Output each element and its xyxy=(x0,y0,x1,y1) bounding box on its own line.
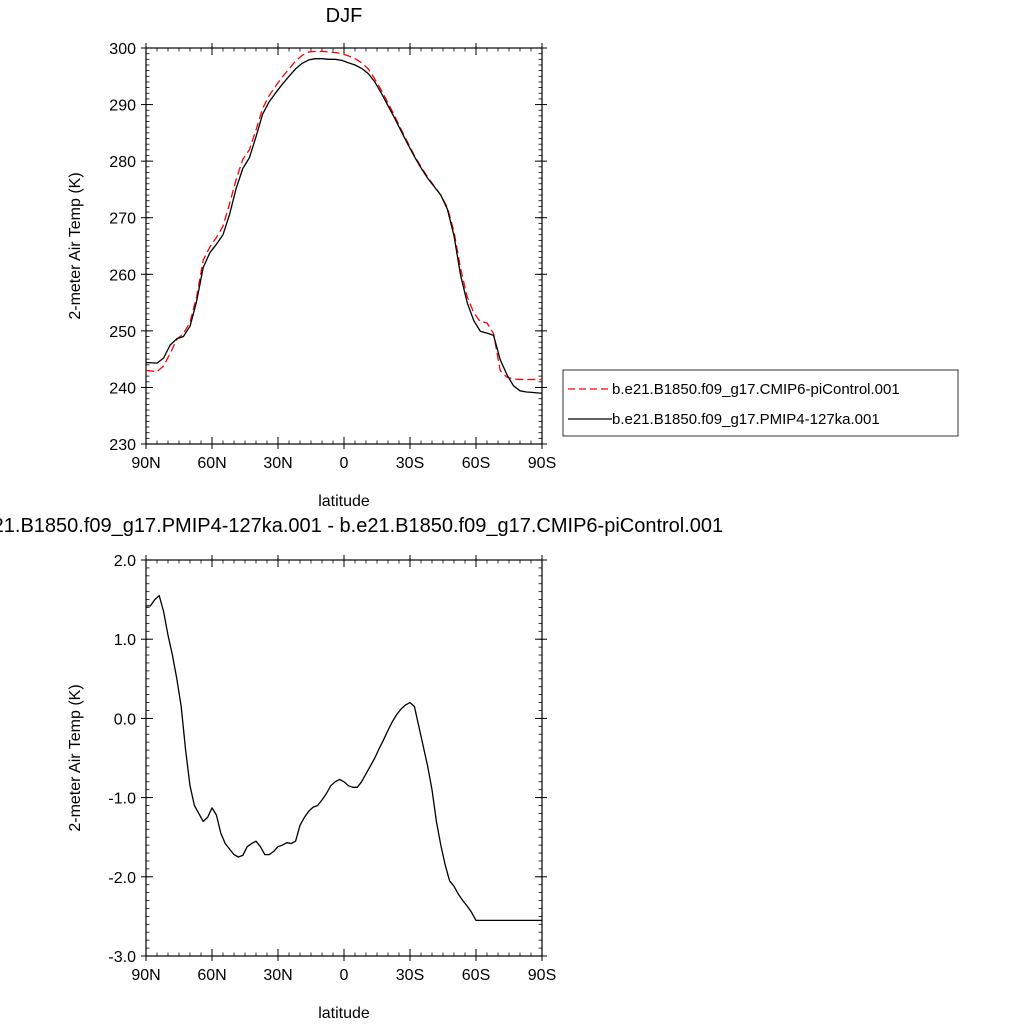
bottom-panel: b.e21.B1850.f09_g17.PMIP4-127ka.001 - b.… xyxy=(0,515,723,1022)
y-tick-label: 250 xyxy=(109,324,136,341)
legend-label-picontrol: b.e21.B1850.f09_g17.CMIP6-piControl.001 xyxy=(612,381,900,398)
x-tick-label: 60S xyxy=(462,967,490,984)
x-tick-label: 0 xyxy=(340,967,349,984)
bottom-ticks: 90N 60N 30N 0 30S 60S 90S -3.0 -2.0 -1.0 0.0 1.0 2.0 xyxy=(108,553,556,984)
x-tick-label: 30S xyxy=(396,455,424,472)
bottom-plot-frame xyxy=(145,559,543,957)
y-tick-label: -3.0 xyxy=(108,949,136,966)
top-x-axis-label: latitude xyxy=(318,493,370,510)
x-tick-label: 90S xyxy=(528,455,556,472)
legend-label-127ka: b.e21.B1850.f09_g17.PMIP4-127ka.001 xyxy=(612,411,880,428)
top-y-axis-label: 2-meter Air Temp (K) xyxy=(67,172,84,319)
y-tick-label: 270 xyxy=(109,211,136,228)
x-tick-label: 60N xyxy=(197,455,226,472)
y-tick-label: 240 xyxy=(109,380,136,397)
x-tick-label: 30N xyxy=(263,967,292,984)
y-tick-label: 280 xyxy=(109,154,136,171)
top-series-line-1 xyxy=(145,58,542,394)
top-series-line-0 xyxy=(145,50,542,381)
y-tick-label: -2.0 xyxy=(108,870,136,887)
top-ticks: 90N 60N 30N 0 30S 60S 90S 230 240 250 260 270 280 290… xyxy=(109,41,556,472)
x-tick-label: 30N xyxy=(263,455,292,472)
x-tick-label: 90N xyxy=(131,455,160,472)
bottom-y-axis-label: 2-meter Air Temp (K) xyxy=(67,684,84,831)
top-panel: DJF 90N 60N 30N 0 30S 60S 90S 230 240 250 260 270 28… xyxy=(67,5,556,510)
x-tick-label: 0 xyxy=(340,455,349,472)
bottom-series-line-0 xyxy=(146,594,542,922)
y-tick-label: 300 xyxy=(109,41,136,58)
legend-box xyxy=(562,369,959,437)
x-tick-label: 60S xyxy=(462,455,490,472)
top-plot-frame xyxy=(145,47,543,445)
legend: b.e21.B1850.f09_g17.CMIP6-piControl.001 … xyxy=(562,369,959,437)
y-tick-label: 2.0 xyxy=(114,553,136,570)
y-tick-label: 290 xyxy=(109,98,136,115)
x-tick-label: 30S xyxy=(396,967,424,984)
x-tick-label: 90S xyxy=(528,967,556,984)
x-tick-label: 60N xyxy=(197,967,226,984)
y-tick-label: 1.0 xyxy=(114,632,136,649)
top-chart-title: DJF xyxy=(326,5,363,27)
bottom-chart-title: b.e21.B1850.f09_g17.PMIP4-127ka.001 - b.… xyxy=(0,515,723,537)
y-tick-label: -1.0 xyxy=(108,791,136,808)
bottom-series-group xyxy=(146,594,542,922)
y-tick-label: 0.0 xyxy=(114,711,136,728)
top-series-group xyxy=(145,50,542,394)
y-tick-label: 260 xyxy=(109,267,136,284)
bottom-x-axis-label: latitude xyxy=(318,1005,370,1022)
y-tick-label: 230 xyxy=(109,437,136,454)
x-tick-label: 90N xyxy=(131,967,160,984)
